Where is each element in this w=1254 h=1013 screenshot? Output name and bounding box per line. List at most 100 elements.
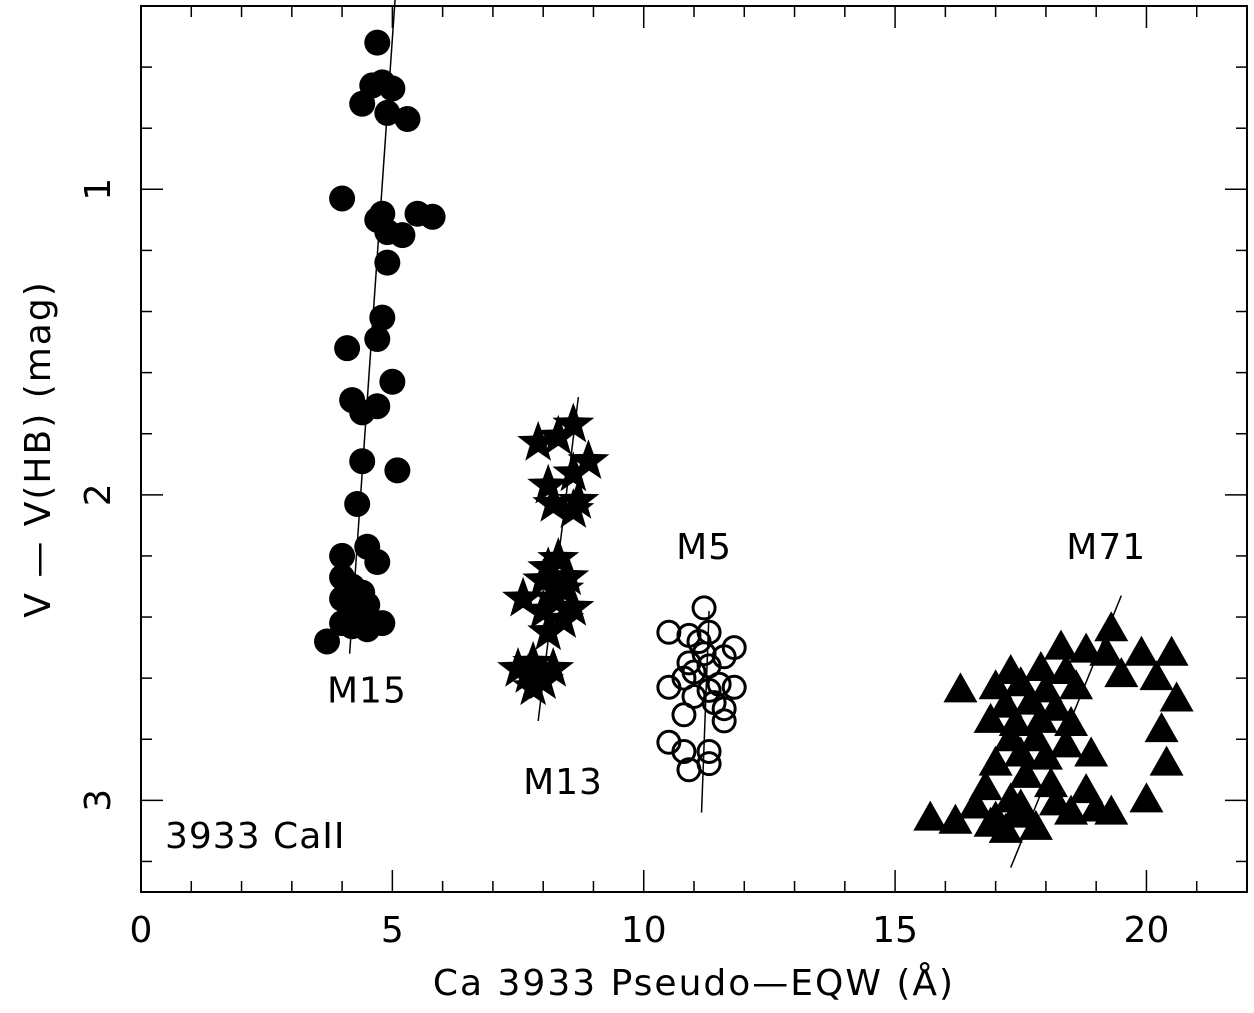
- point-m71: [993, 721, 1028, 752]
- point-m71: [958, 788, 993, 819]
- point-m13: [522, 588, 565, 629]
- point-m13: [552, 585, 595, 626]
- point-m71: [1149, 745, 1184, 776]
- x-tick-label: 10: [621, 910, 667, 951]
- point-m5: [721, 674, 747, 700]
- point-m15: [364, 326, 391, 353]
- point-m13: [512, 665, 555, 706]
- point-m71: [1038, 690, 1073, 721]
- data-points: [314, 29, 1194, 843]
- point-m13: [497, 647, 539, 687]
- point-m13: [542, 567, 585, 608]
- point-m71: [1049, 654, 1084, 685]
- point-m71: [978, 800, 1013, 831]
- point-m71: [1139, 660, 1174, 691]
- point-m13: [552, 451, 595, 492]
- point-m15: [364, 549, 391, 576]
- series-label-m5: M5: [676, 527, 732, 568]
- y-axis-ticks: 1 2 3: [78, 5, 1247, 863]
- panel-label: 3933 CaII: [165, 816, 346, 857]
- point-m13: [557, 478, 600, 519]
- point-m71: [1094, 794, 1129, 825]
- point-m5: [676, 757, 702, 783]
- point-m71: [1054, 705, 1089, 736]
- point-m15: [344, 490, 371, 517]
- point-m15: [354, 591, 381, 618]
- y-tick-label: 3: [78, 789, 119, 812]
- point-m15: [369, 610, 396, 637]
- point-m71: [938, 803, 973, 834]
- y-tick-label: 1: [78, 178, 119, 201]
- point-m5: [686, 628, 712, 654]
- point-m5: [696, 677, 722, 703]
- point-m15: [349, 399, 376, 426]
- point-m71: [978, 745, 1013, 776]
- point-m71: [1104, 657, 1139, 688]
- series-labels: M15 M13 M5 M71: [327, 527, 1146, 803]
- x-tick-label: 0: [130, 910, 153, 951]
- point-m13: [522, 558, 565, 599]
- point-m13: [507, 653, 549, 693]
- point-m71: [978, 669, 1013, 700]
- point-m71: [1023, 650, 1058, 681]
- point-m15: [369, 304, 396, 331]
- point-m5: [671, 702, 697, 728]
- point-m15: [349, 90, 376, 117]
- point-m5: [711, 708, 737, 734]
- point-m5: [691, 595, 717, 621]
- point-m71: [1069, 773, 1104, 804]
- y-tick-label: 2: [78, 483, 119, 506]
- point-m5: [696, 738, 722, 764]
- point-m71: [998, 705, 1033, 736]
- x-tick-label: 20: [1124, 910, 1170, 951]
- point-m13: [527, 546, 570, 586]
- point-m13: [537, 414, 580, 455]
- point-m71: [1033, 767, 1068, 798]
- point-m71: [973, 702, 1008, 733]
- point-m71: [1094, 611, 1129, 642]
- point-m13: [532, 576, 575, 617]
- point-m71: [1159, 681, 1194, 712]
- x-axis-label: Ca 3933 Pseudo—EQW (Å): [433, 961, 955, 1004]
- point-m71: [1074, 736, 1109, 767]
- point-m71: [1129, 782, 1164, 813]
- y-axis-label: V — V(HB) (mag): [18, 280, 59, 618]
- x-axis-ticks: 0 5 10 15 20: [130, 6, 1248, 951]
- point-m5: [711, 696, 737, 722]
- point-m71: [1049, 727, 1084, 758]
- point-m13: [537, 537, 580, 577]
- point-m71: [1043, 629, 1078, 660]
- point-m71: [1028, 739, 1063, 770]
- point-m13: [547, 555, 590, 596]
- point-m13: [542, 598, 585, 638]
- point-m13: [517, 420, 560, 461]
- point-m13: [552, 402, 595, 443]
- point-m71: [1069, 632, 1104, 663]
- point-m71: [1008, 757, 1043, 788]
- point-m15: [379, 368, 406, 395]
- x-tick-label: 15: [872, 910, 918, 951]
- point-m71: [1018, 809, 1053, 840]
- point-m13: [552, 488, 595, 528]
- point-m71: [1038, 785, 1073, 816]
- point-m15: [389, 222, 416, 249]
- point-m15: [349, 448, 376, 475]
- point-m71: [1144, 712, 1179, 743]
- point-m71: [968, 770, 1003, 801]
- series-label-m13: M13: [523, 762, 603, 803]
- point-m15: [314, 628, 341, 655]
- point-m71: [993, 654, 1028, 685]
- x-tick-label: 5: [381, 910, 404, 951]
- point-m15: [419, 203, 446, 230]
- point-m71: [1003, 736, 1038, 767]
- point-m13: [532, 647, 575, 687]
- point-m71: [1028, 672, 1063, 703]
- series-label-m15: M15: [327, 671, 407, 712]
- point-m15: [384, 457, 411, 484]
- point-m71: [943, 672, 978, 703]
- point-m15: [374, 99, 401, 126]
- series-label-m71: M71: [1066, 527, 1146, 568]
- point-m71: [1124, 635, 1159, 666]
- point-m15: [329, 185, 356, 212]
